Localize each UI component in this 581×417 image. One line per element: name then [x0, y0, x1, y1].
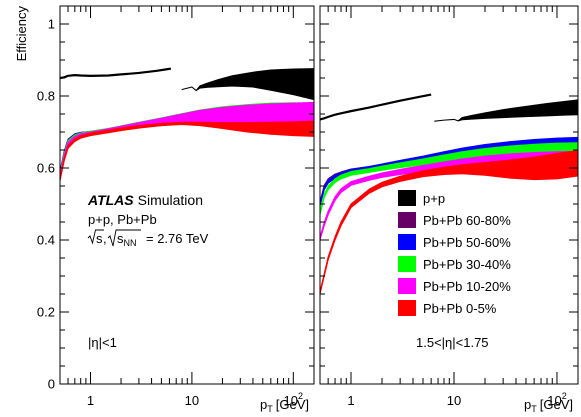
right-x-tick-label-base: 10 — [447, 393, 461, 408]
left-series-pb-pb-10-20-band — [60, 101, 314, 179]
legend-swatch — [398, 278, 416, 294]
y-tick-label: 1 — [48, 17, 55, 32]
right-series-pb-pb-10-20-band — [320, 150, 578, 241]
right-x-label-unit: [GeV] — [540, 397, 573, 412]
atlas-label: ATLAS — [87, 192, 134, 208]
left-x-tick-label-base: 10 — [185, 393, 199, 408]
legend-swatch — [398, 300, 416, 316]
legend-swatch — [398, 212, 416, 228]
atlas-sub-label: Simulation — [138, 192, 203, 208]
left-x-tick-label-base: 10 — [284, 393, 298, 408]
right-x-tick-label: 10 — [447, 393, 461, 408]
right-series-p-p-line — [320, 93, 432, 121]
legend-label: p+p — [423, 191, 445, 206]
right-eta-label: 1.5<|η|<1.75 — [416, 335, 489, 350]
legend-swatch — [398, 234, 416, 250]
energy-label-snn: sNN — [117, 231, 137, 248]
left-x-tick-label: 1 — [87, 393, 94, 408]
legend: p+p Pb+Pb 60-80% Pb+Pb 50-60% Pb+Pb 30-40% P… — [398, 190, 511, 316]
right-x-label-sub: T — [531, 404, 537, 414]
right-x-tick-label-base: 10 — [547, 393, 561, 408]
atlas-title: ATLAS Simulation — [87, 192, 203, 208]
right-x-axis-label: pT [GeV] — [524, 397, 573, 414]
legend-label: Pb+Pb 10-20% — [423, 279, 511, 294]
left-series-p-p-line — [60, 67, 172, 80]
right-series-pb-pb-30-40-band — [320, 142, 578, 216]
right-x-label-p: p — [524, 397, 531, 412]
y-tick-label: 0.6 — [37, 161, 55, 176]
left-x-label-p: p — [260, 397, 267, 412]
y-tick-label: 0.8 — [37, 89, 55, 104]
left-x-axis-label: pT [GeV] — [260, 397, 309, 414]
energy-label-value: = 2.76 TeV — [146, 231, 209, 246]
atlas-annotation: ATLAS Simulation p+p, Pb+Pb s , sNN = 2.7… — [87, 192, 209, 248]
right-series-p-p-band — [434, 99, 578, 122]
left-x-tick-label-base: 1 — [87, 393, 94, 408]
y-tick-label: 0 — [48, 377, 55, 392]
y-tick-label: 0.4 — [37, 233, 55, 248]
right-panel: 1 10 102 pT [GeV] p+pPb+Pb 60-80%Pb+Pb 50-6… — [319, 5, 579, 414]
energy-label-s: s — [96, 231, 103, 246]
right-panel-frame — [319, 5, 579, 385]
y-axis-label: Efficiency — [14, 6, 29, 62]
y-tick-label: 0.2 — [37, 305, 55, 320]
legend-label: Pb+Pb 0-5% — [423, 301, 497, 316]
legend-label: Pb+Pb 60-80% — [423, 213, 511, 228]
right-x-tick-label: 1 — [347, 393, 354, 408]
legend-swatch — [398, 256, 416, 272]
legend-label: Pb+Pb 50-60% — [423, 235, 511, 250]
right-x-tick-label: 102 — [547, 391, 566, 408]
right-axes: 1 10 102 — [319, 6, 578, 408]
energy-label: s , sNN = 2.76 TeV — [87, 229, 209, 248]
left-axes: 00.20.40.60.811 10 102 — [37, 6, 314, 408]
left-x-label-sub: T — [267, 404, 273, 414]
energy-label-snn-s: s — [117, 231, 124, 246]
collision-label: p+p, Pb+Pb — [88, 212, 157, 227]
left-panel: 00.20.40.60.811 10 102 Efficiency pT [GeV] … — [14, 5, 315, 414]
left-series-p-p-band — [181, 68, 314, 101]
left-plot-area — [60, 67, 314, 182]
right-plot-area — [320, 93, 578, 295]
right-series-pb-pb-0-5-band — [320, 150, 578, 295]
energy-label-snn-sub: NN — [124, 238, 137, 248]
left-x-tick-label-sup: 2 — [298, 391, 303, 401]
legend-swatch — [398, 190, 416, 206]
right-x-tick-label-sup: 2 — [562, 391, 567, 401]
left-x-tick-label: 10 — [185, 393, 199, 408]
left-series-pb-pb-0-5-band — [60, 120, 314, 182]
sqrt-sign-snn — [107, 229, 141, 247]
sqrt-sign-s — [87, 229, 104, 245]
left-x-tick-label: 102 — [284, 391, 303, 408]
energy-label-separator: , — [103, 231, 107, 246]
legend-label: Pb+Pb 30-40% — [423, 257, 511, 272]
left-x-label-unit: [GeV] — [276, 397, 309, 412]
right-x-tick-label-base: 1 — [347, 393, 354, 408]
left-eta-label: |η|<1 — [88, 335, 117, 350]
